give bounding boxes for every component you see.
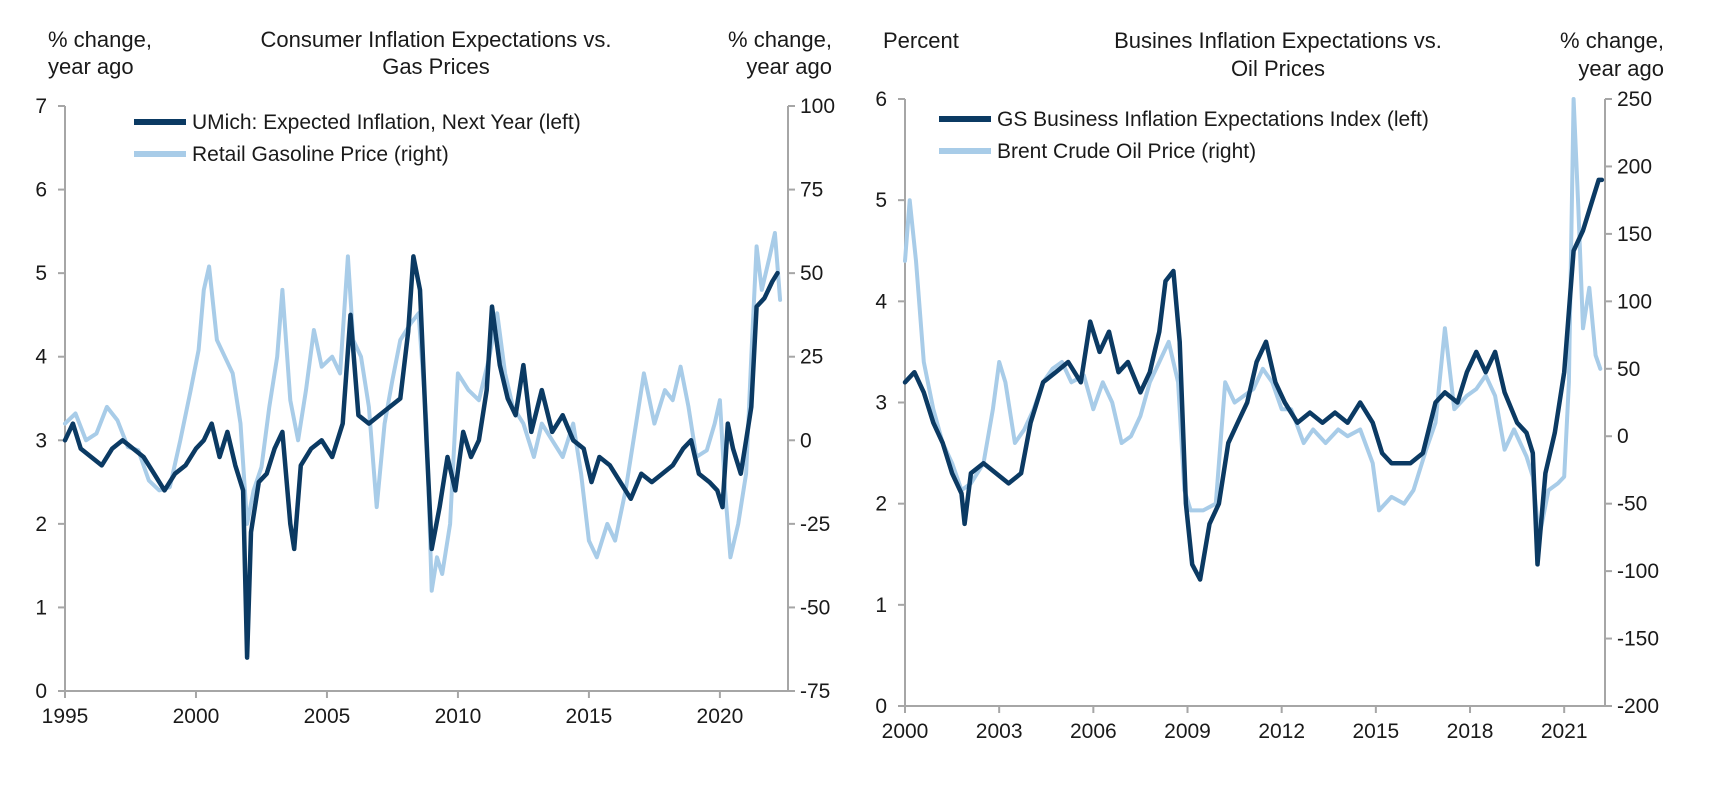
x-tick-label: 2015 [566, 705, 613, 728]
chart-panel-2: Busines Inflation Expectations vs. Oil Pr… [875, 28, 1664, 743]
x-tick-label: 2003 [976, 720, 1023, 743]
x-tick-label: 2005 [304, 705, 351, 728]
left-tick-label: 0 [875, 695, 887, 718]
legend-label: GS Business Inflation Expectations Index… [997, 108, 1429, 131]
right-tick-label: -75 [800, 680, 830, 703]
x-tick-label: 2010 [435, 705, 482, 728]
right-axis-unit-label: % change, [1560, 28, 1664, 53]
series-line-dark [902, 177, 1605, 582]
right-tick-label: -50 [800, 596, 830, 619]
left-tick-label: 2 [35, 513, 47, 536]
right-tick-label: 100 [1617, 290, 1652, 313]
x-tick-label: 2000 [173, 705, 220, 728]
left-tick-label: 6 [35, 179, 47, 202]
legend-label: UMich: Expected Inflation, Next Year (le… [192, 111, 581, 134]
left-axis-unit-label: year ago [48, 54, 134, 79]
right-tick-label: 75 [800, 179, 823, 202]
legend-label: Brent Crude Oil Price (right) [997, 140, 1256, 163]
right-axis-unit-label: year ago [746, 54, 832, 79]
right-tick-label: 100 [800, 95, 835, 118]
left-tick-label: 5 [875, 189, 887, 212]
chart-panel-1: Consumer Inflation Expectations vs.Gas P… [35, 27, 835, 728]
left-tick-label: 5 [35, 262, 47, 285]
x-tick-label: 2015 [1352, 720, 1399, 743]
x-tick-label: 2018 [1447, 720, 1494, 743]
left-axis-unit-label: Percent [883, 28, 959, 53]
x-tick-label: 2000 [882, 720, 929, 743]
x-tick-label: 2009 [1164, 720, 1211, 743]
right-tick-label: -25 [800, 513, 830, 536]
right-tick-label: 200 [1617, 155, 1652, 178]
x-tick-label: 2020 [697, 705, 744, 728]
left-tick-label: 3 [875, 392, 887, 415]
left-tick-label: 2 [875, 493, 887, 516]
right-tick-label: 50 [1617, 358, 1640, 381]
left-tick-label: 3 [35, 429, 47, 452]
left-tick-label: 0 [35, 680, 47, 703]
right-axis-unit-label: % change, [728, 27, 832, 52]
series-line-light [63, 231, 783, 593]
x-tick-label: 2006 [1070, 720, 1117, 743]
right-tick-label: -200 [1617, 695, 1659, 718]
left-tick-label: 7 [35, 95, 47, 118]
series-line-dark [62, 254, 780, 660]
left-tick-label: 1 [875, 594, 887, 617]
x-tick-label: 1995 [42, 705, 89, 728]
right-tick-label: -150 [1617, 628, 1659, 651]
right-axis-unit-label: year ago [1578, 56, 1664, 81]
right-tick-label: 0 [800, 429, 812, 452]
right-tick-label: 250 [1617, 88, 1652, 111]
left-tick-label: 6 [875, 88, 887, 111]
chart-title-line: Gas Prices [382, 54, 490, 79]
right-tick-label: 50 [800, 262, 823, 285]
x-tick-label: 2012 [1258, 720, 1305, 743]
chart-title-line: Consumer Inflation Expectations vs. [261, 27, 612, 52]
right-tick-label: 150 [1617, 223, 1652, 246]
chart-title-line: Busines Inflation Expectations vs. [1114, 28, 1442, 53]
series-line-light [903, 97, 1603, 540]
right-tick-label: 0 [1617, 425, 1629, 448]
legend-label: Retail Gasoline Price (right) [192, 143, 449, 166]
right-tick-label: -100 [1617, 560, 1659, 583]
x-tick-label: 2021 [1541, 720, 1588, 743]
left-tick-label: 1 [35, 596, 47, 619]
left-tick-label: 4 [35, 346, 47, 369]
left-axis-unit-label: % change, [48, 27, 152, 52]
right-tick-label: -50 [1617, 493, 1647, 516]
left-tick-label: 4 [875, 290, 887, 313]
right-tick-label: 25 [800, 346, 823, 369]
chart-title-line: Oil Prices [1231, 56, 1325, 81]
